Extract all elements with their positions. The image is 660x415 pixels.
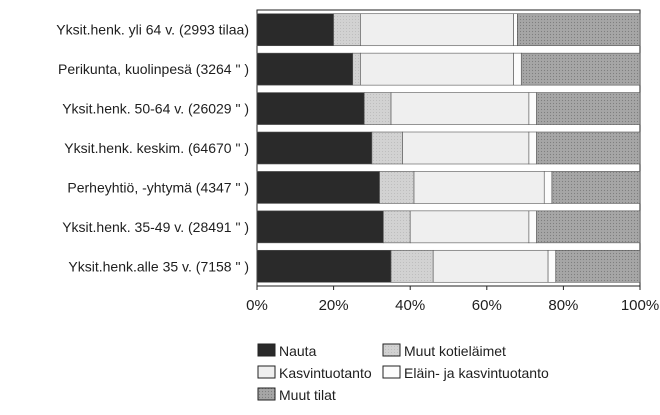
- bar-muut-tilat-4: [536, 131, 641, 165]
- bar-kasvintuotanto-4: [402, 131, 530, 165]
- bar-kasvintuotanto-7: [432, 249, 549, 283]
- legend-swatch-muut-tilat: [257, 387, 276, 401]
- legend-swatch-elain-ja-kasvintuotanto: [382, 365, 401, 379]
- bar-nauta-5: [256, 171, 380, 204]
- bar-nauta-4: [256, 131, 373, 165]
- bar-elain-ja-kasvintuotanto-6: [528, 210, 537, 244]
- bar-muut-kotielaimet-7: [390, 249, 434, 283]
- x-tick-label-0: 0%: [246, 297, 268, 314]
- bar-nauta-7: [256, 249, 392, 283]
- legend-label-elain-ja-kasvintuotanto: Eläin- ja kasvintuotanto: [404, 365, 549, 381]
- bar-kasvintuotanto-5: [413, 171, 545, 204]
- bar-muut-kotielaimet-4: [371, 131, 403, 165]
- x-tick-label-3: 60%: [472, 297, 502, 314]
- bar-muut-kotielaimet-1: [333, 13, 361, 47]
- x-tick-label-2: 40%: [395, 297, 425, 314]
- bar-muut-tilat-2: [520, 52, 641, 86]
- x-tick-label-4: 80%: [548, 297, 578, 314]
- legend-swatch-nauta: [257, 343, 276, 357]
- bar-muut-tilat-5: [551, 171, 641, 204]
- x-tick-label-1: 20%: [319, 297, 349, 314]
- legend-swatch-muut-kotielaimet: [382, 343, 401, 357]
- category-label-6: Yksit.henk. 35-49 v. (28491 " ): [62, 219, 249, 235]
- category-label-1: Yksit.henk. yli 64 v. (2993 tilaa): [56, 22, 249, 38]
- bar-kasvintuotanto-1: [360, 13, 514, 47]
- bar-nauta-2: [256, 52, 354, 86]
- bar-muut-tilat-1: [517, 13, 641, 47]
- category-label-2: Perikunta, kuolinpesä (3264 " ): [58, 61, 249, 77]
- legend-label-muut-kotielaimet: Muut kotieläimet: [404, 343, 506, 359]
- legend-label-nauta: Nauta: [279, 343, 317, 359]
- bar-nauta-3: [256, 92, 365, 125]
- category-label-7: Yksit.henk.alle 35 v. (7158 " ): [68, 258, 249, 274]
- bar-muut-kotielaimet-3: [363, 92, 392, 125]
- category-label-3: Yksit.henk. 50-64 v. (26029 " ): [62, 101, 249, 117]
- bar-muut-kotielaimet-2: [352, 52, 361, 86]
- bar-elain-ja-kasvintuotanto-7: [547, 249, 557, 283]
- bar-elain-ja-kasvintuotanto-5: [543, 171, 553, 204]
- bar-nauta-1: [256, 13, 334, 47]
- x-tick-label-5: 100%: [621, 297, 659, 314]
- bar-kasvintuotanto-2: [360, 52, 514, 86]
- category-label-4: Yksit.henk. keskim. (64670 " ): [64, 140, 249, 156]
- legend-label-muut-tilat: Muut tilat: [279, 387, 336, 403]
- bar-muut-tilat-3: [536, 92, 641, 125]
- bar-elain-ja-kasvintuotanto-2: [513, 52, 522, 86]
- bar-kasvintuotanto-6: [409, 210, 530, 244]
- legend-swatch-kasvintuotanto: [257, 365, 276, 379]
- category-label-5: Perheyhtiö, -yhtymä (4347 " ): [67, 179, 249, 195]
- bar-elain-ja-kasvintuotanto-3: [528, 92, 537, 125]
- bar-elain-ja-kasvintuotanto-4: [528, 131, 537, 165]
- bar-muut-kotielaimet-6: [383, 210, 411, 244]
- legend-label-kasvintuotanto: Kasvintuotanto: [279, 365, 372, 381]
- bar-nauta-6: [256, 210, 384, 244]
- bar-muut-kotielaimet-5: [379, 171, 415, 204]
- bar-muut-tilat-7: [555, 249, 641, 283]
- bar-muut-tilat-6: [536, 210, 641, 244]
- bar-elain-ja-kasvintuotanto-1: [513, 13, 518, 47]
- bar-kasvintuotanto-3: [390, 92, 530, 125]
